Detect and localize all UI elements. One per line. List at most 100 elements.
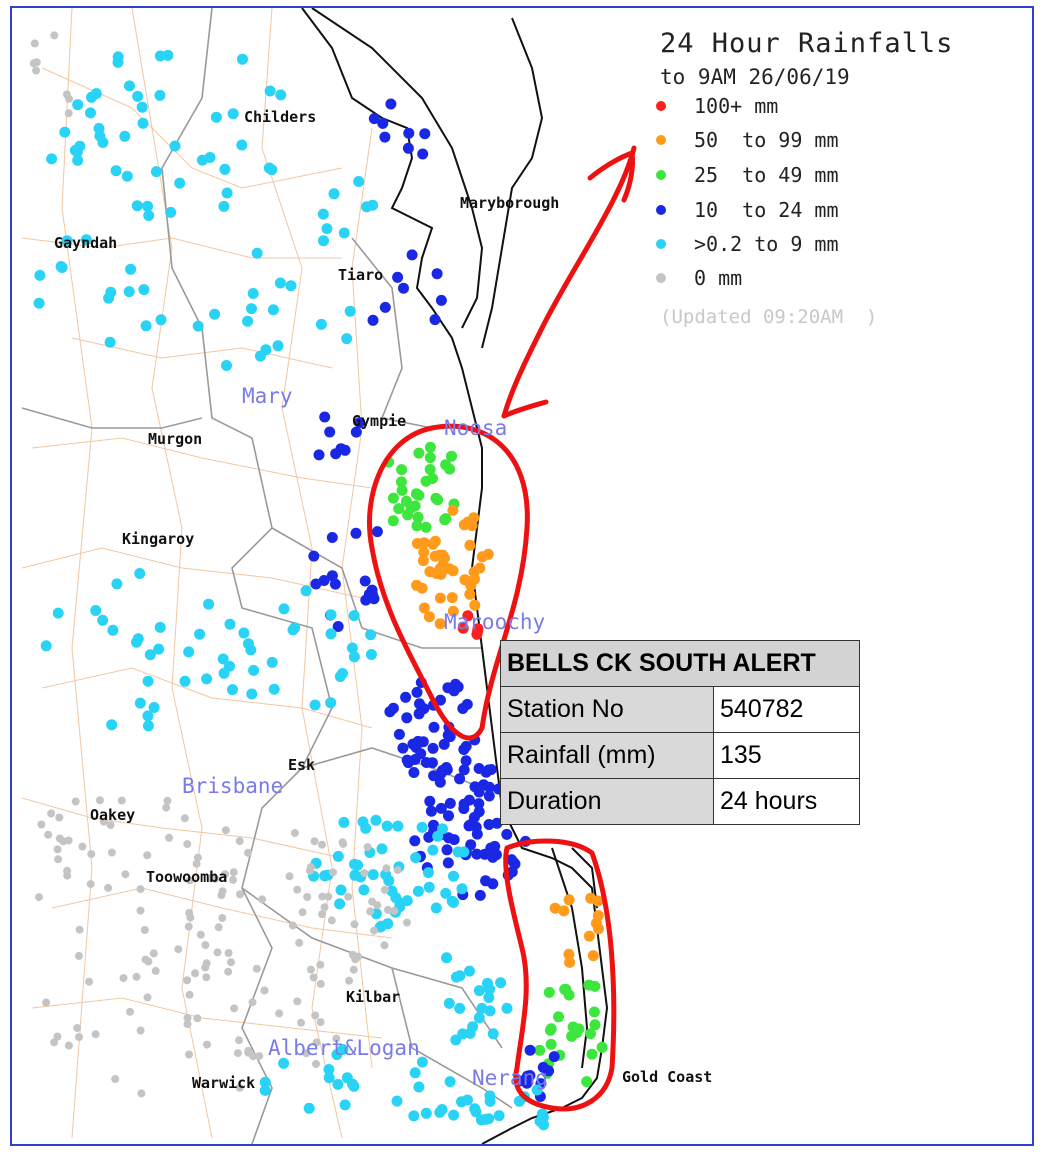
station-dot[interactable] [137,1089,146,1098]
station-dot[interactable] [358,884,370,896]
station-dot[interactable] [339,839,348,848]
station-dot[interactable] [381,820,393,832]
station-dot[interactable] [180,814,189,823]
station-dot[interactable] [306,965,315,974]
station-dot[interactable] [255,1052,264,1061]
station-dot[interactable] [560,983,572,995]
station-dot[interactable] [363,843,372,852]
station-dot[interactable] [434,1106,446,1118]
station-dot[interactable] [473,798,485,810]
station-dot[interactable] [318,575,330,586]
station-dot[interactable] [328,188,340,200]
station-dot[interactable] [458,846,470,858]
station-dot[interactable] [305,866,314,875]
station-dot[interactable] [339,444,351,456]
basin-noosa[interactable]: Noosa [444,416,508,440]
station-dot[interactable] [65,94,73,103]
station-dot[interactable] [185,1050,193,1059]
station-dot[interactable] [479,1113,491,1125]
station-dot[interactable] [466,520,478,532]
station-dot[interactable] [151,966,160,975]
station-dot[interactable] [278,603,290,615]
station-dot[interactable] [229,875,237,884]
station-dot[interactable] [183,840,192,849]
station-dot[interactable] [473,985,485,997]
place-esk[interactable]: Esk [288,756,316,774]
station-dot[interactable] [444,797,456,809]
station-dot[interactable] [376,843,388,855]
station-dot[interactable] [242,315,254,327]
station-dot[interactable] [427,742,439,754]
station-dot[interactable] [495,977,507,989]
station-dot[interactable] [150,166,162,178]
station-dot[interactable] [558,905,570,917]
station-dot[interactable] [55,261,67,272]
station-dot[interactable] [246,688,258,700]
station-dot[interactable] [410,852,422,864]
station-dot[interactable] [230,1004,239,1013]
station-dot[interactable] [501,1002,513,1014]
station-dot[interactable] [134,568,146,579]
station-dot[interactable] [202,973,211,982]
station-dot[interactable] [317,208,329,220]
station-dot[interactable] [435,294,447,306]
station-dot[interactable] [309,699,321,711]
station-dot[interactable] [448,1109,460,1121]
station-dot[interactable] [193,1014,202,1023]
station-dot[interactable] [90,88,102,100]
station-dot[interactable] [112,51,124,63]
station-dot[interactable] [53,1032,62,1041]
station-dot[interactable] [487,851,499,863]
station-dot[interactable] [313,449,325,461]
station-dot[interactable] [71,797,80,806]
station-dot[interactable] [312,1038,321,1047]
station-dot[interactable] [224,949,233,957]
station-dot[interactable] [395,476,407,488]
station-dot[interactable] [419,128,431,140]
station-dot[interactable] [217,653,229,665]
station-dot[interactable] [289,622,301,634]
station-dot[interactable] [293,885,302,894]
station-dot[interactable] [221,187,233,199]
station-dot[interactable] [426,757,438,769]
place-tiaro[interactable]: Tiaro [338,266,384,284]
station-dot[interactable] [214,923,223,932]
station-dot[interactable] [430,902,442,914]
station-dot[interactable] [155,314,167,326]
station-dot[interactable] [154,89,166,101]
station-dot[interactable] [132,90,144,102]
station-dot[interactable] [583,930,595,942]
station-dot[interactable] [509,858,521,870]
station-dot[interactable] [33,297,45,309]
station-dot[interactable] [117,796,126,805]
station-dot[interactable] [571,1027,583,1039]
station-dot[interactable] [345,976,354,985]
station-dot[interactable] [411,488,422,500]
basin-nerang[interactable]: Nerang [472,1066,548,1090]
station-dot[interactable] [183,976,192,985]
station-dot[interactable] [183,646,195,658]
station-dot[interactable] [191,969,200,978]
station-dot[interactable] [78,842,87,851]
station-dot[interactable] [40,640,52,652]
station-dot[interactable] [319,411,331,423]
station-dot[interactable] [290,829,299,837]
station-dot[interactable] [227,684,238,696]
station-dot[interactable] [442,729,454,741]
station-dot[interactable] [473,1012,485,1024]
station-dot[interactable] [275,89,287,101]
station-dot[interactable] [406,249,418,261]
station-dot[interactable] [420,475,432,487]
station-dot[interactable] [134,697,146,709]
station-dot[interactable] [224,618,236,630]
station-dot[interactable] [544,1024,556,1036]
station-dot[interactable] [185,990,194,999]
station-dot[interactable] [440,887,452,899]
station-dot[interactable] [91,1030,100,1039]
station-dot[interactable] [218,667,230,679]
station-dot[interactable] [361,201,373,213]
station-dot[interactable] [350,527,362,539]
station-dot[interactable] [581,1076,593,1088]
station-dot[interactable] [149,949,158,958]
station-dot[interactable] [337,668,348,679]
